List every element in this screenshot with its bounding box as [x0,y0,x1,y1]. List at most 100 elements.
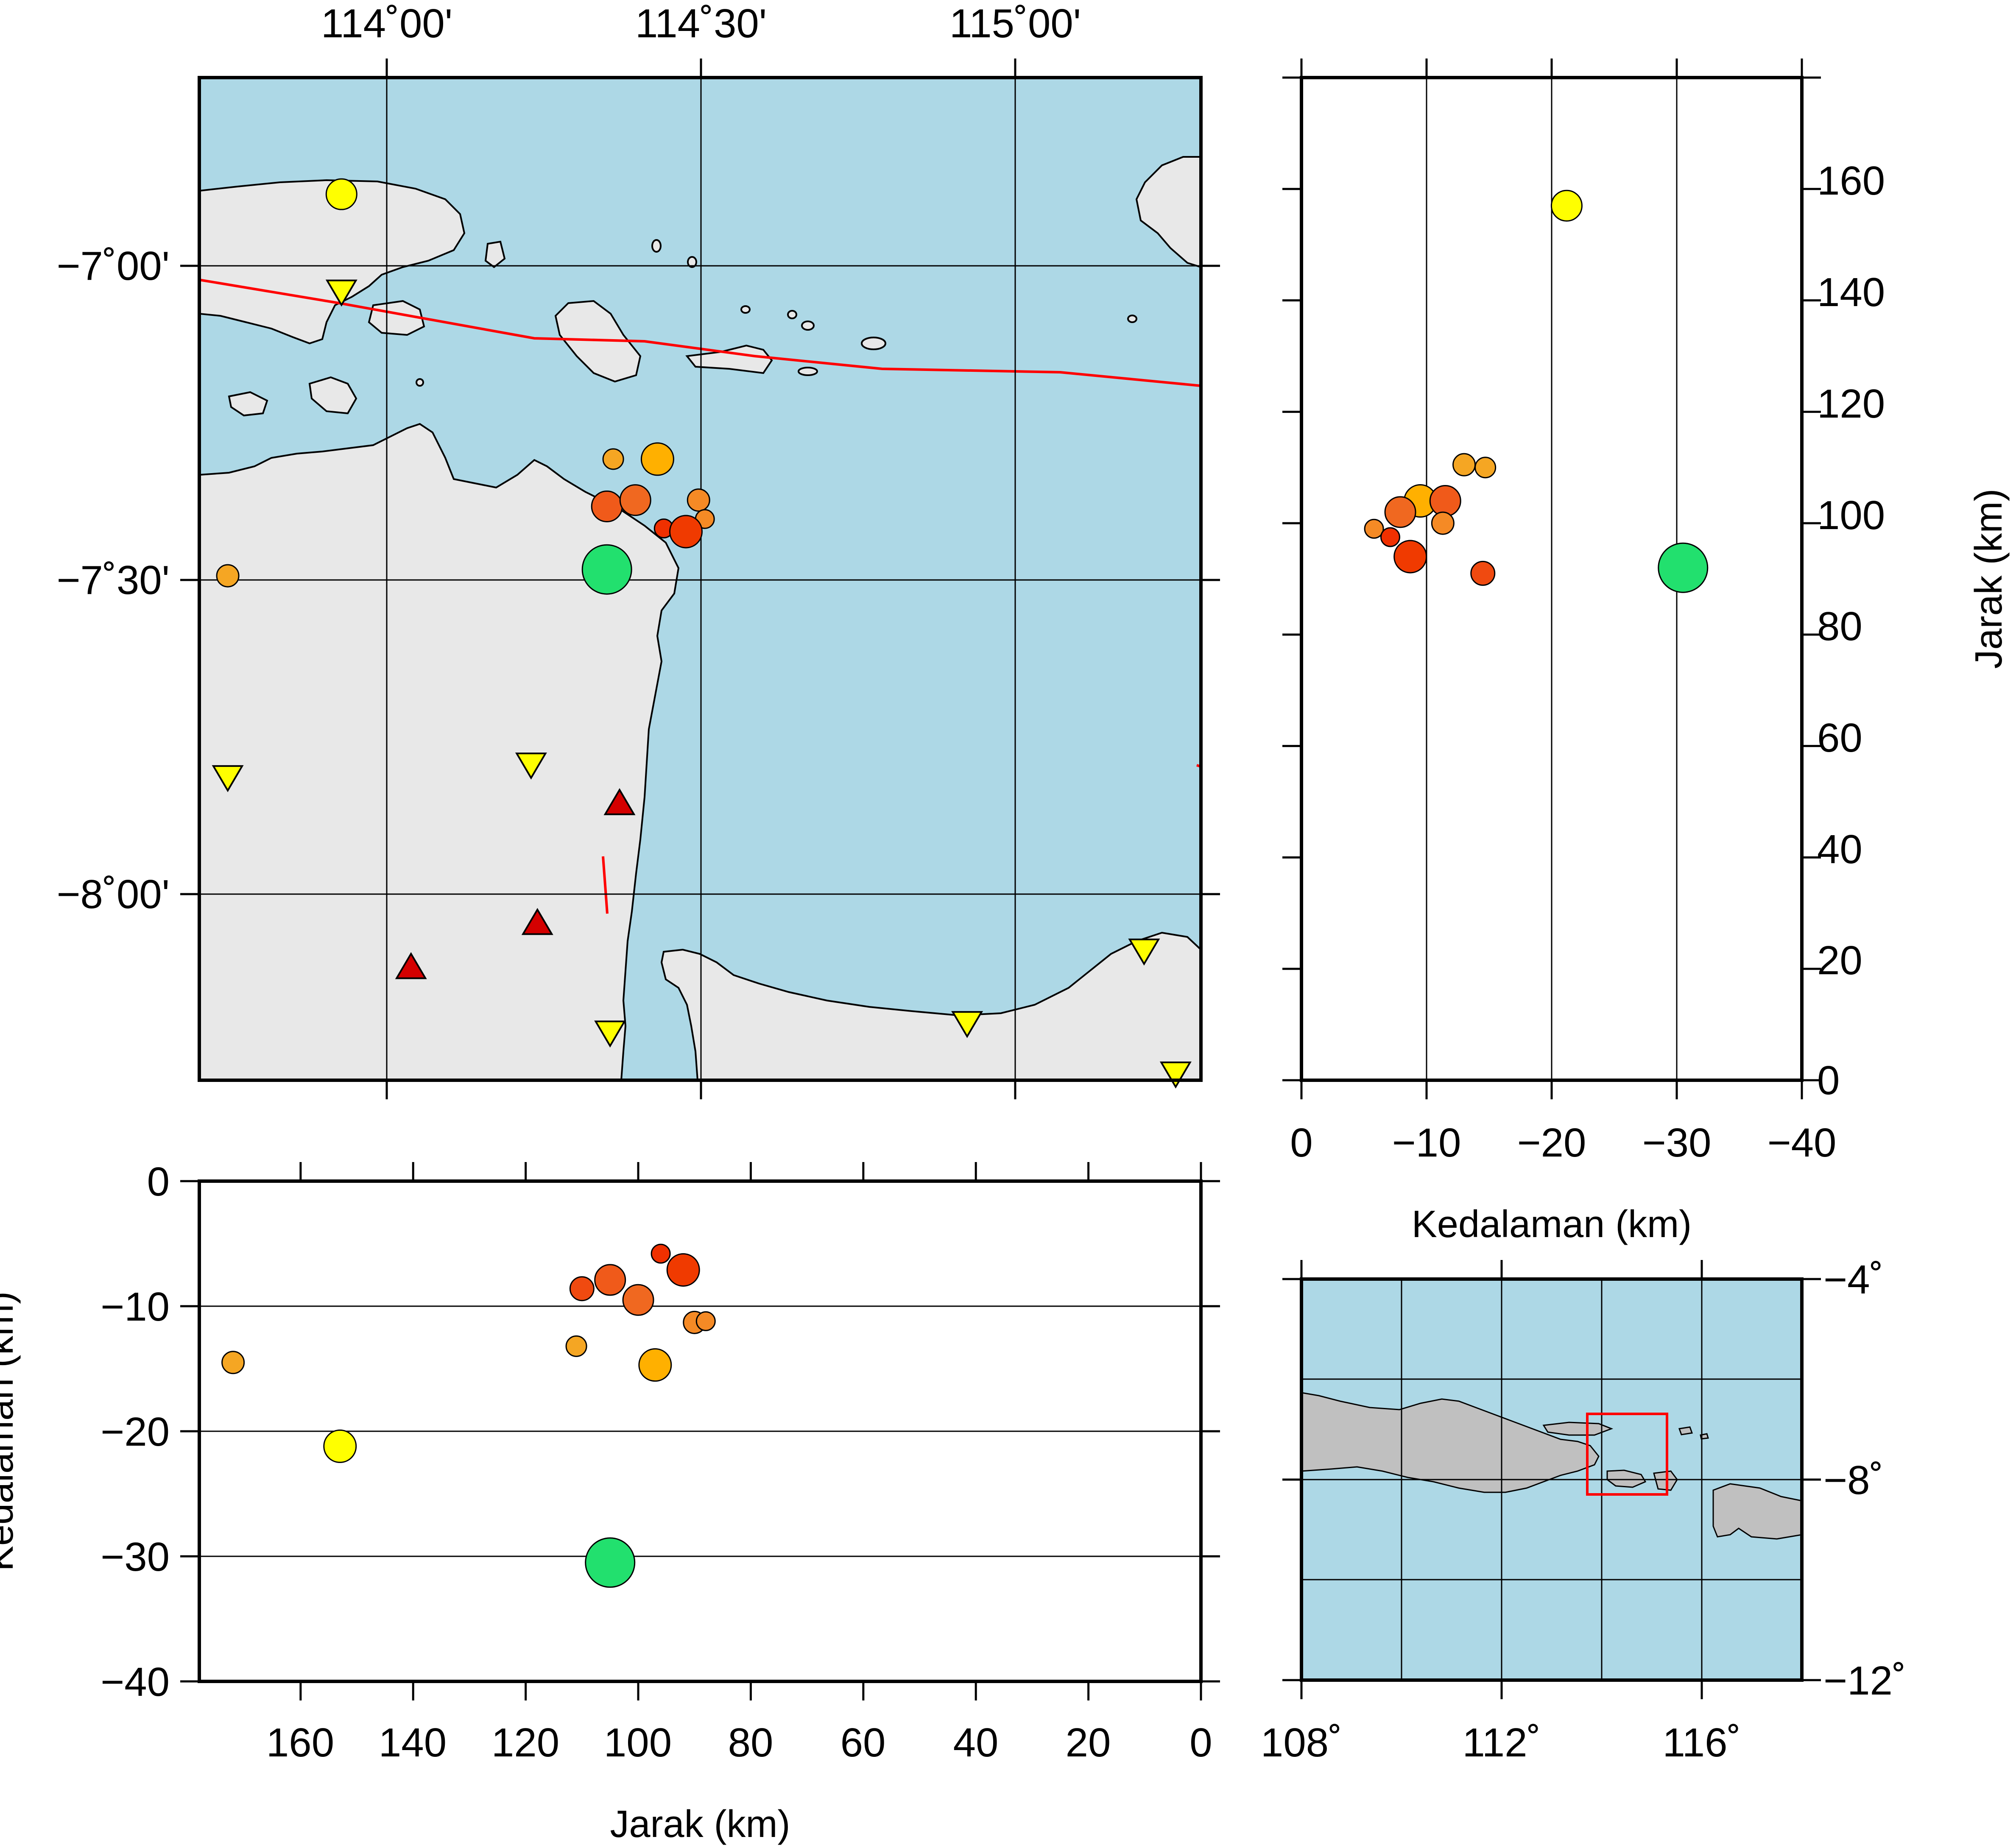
land-islet-8 [1127,315,1137,323]
land-bali [660,931,1202,1081]
land-small-isle-1 [368,300,425,336]
stations-layer [212,279,1192,1089]
overview-small-isles [1678,1426,1709,1440]
overview-lat-8: −8˚ [1823,1458,1883,1503]
hypocenter-lon-marker [565,1335,587,1357]
station-down-triangle [1159,1061,1192,1089]
hypocenter-lon-marker [585,1537,636,1588]
depth-label-0: 0 [1290,1120,1312,1165]
station-down-triangle [951,1011,983,1038]
land-islet-5 [801,321,815,331]
hypocenter-lon-marker [638,1348,672,1382]
hypocenter-lat-marker [1550,190,1583,222]
hypocenter-lon-marker [666,1253,700,1287]
depth-label-40: −40 [1767,1120,1837,1165]
land-isle-sw [308,376,357,415]
hypocenter-lat-marker [1380,527,1400,547]
cross-lat-ticks [1282,59,1821,1099]
dist-label-120: 120 [491,1720,559,1765]
station-down-triangle [594,1020,626,1048]
hypocenter-lon-marker [695,1311,716,1331]
land-islet-6 [861,337,886,350]
cross-lat-events [1364,190,1709,593]
hypocenter-lon-marker [651,1243,671,1264]
land-islet-2 [687,256,697,268]
epicenter-marker [669,515,703,549]
depth-label-20: −20 [101,1409,170,1455]
overview-lon-116: 116˚ [1662,1720,1741,1765]
dist-label-20: 20 [1066,1720,1111,1765]
hypocenter-lat-marker [1470,560,1496,586]
land-isle-east [685,344,773,374]
overview-lon-112: 112˚ [1462,1720,1541,1765]
main-map-ticks [180,59,1220,1099]
depth-label-10: −10 [1392,1120,1461,1165]
overview-ticks [1282,1260,1821,1699]
hypocenter-lat-marker [1364,518,1384,539]
hypocenter-lat-marker [1384,496,1416,528]
land-bali-ne [1135,156,1202,268]
dist-label-140: 140 [1817,270,1885,315]
lon-label-2: 114˚30' [635,1,767,46]
lat-label-3: −8˚00' [56,872,170,917]
overview-study-area-box [1586,1413,1668,1496]
lat-label-2: −7˚30' [56,557,170,603]
cross-lat-ylabel: Jarak (km) [1968,489,2010,669]
dist-label-160: 160 [266,1720,334,1765]
hypocenter-lat-marker [1429,485,1461,517]
lon-label-3: 115˚00' [949,1,1081,46]
dist-label-40: 40 [1817,827,1862,872]
depth-label-0: 0 [147,1159,170,1204]
cross-section-lon: 0 −10 −20 −30 −40 160 140 120 100 80 60 … [0,1159,1220,1845]
fault-line-south [602,856,609,914]
station-down-triangle [515,753,547,780]
hypocenter-lon-marker [221,1351,245,1374]
land-isle-sw2 [228,391,268,417]
depth-label-20: −20 [1517,1120,1586,1165]
hypocenter-lat-marker [1474,457,1497,479]
map-events-layer [216,178,715,595]
overview-bali [1606,1469,1647,1488]
station-down-triangle [212,765,244,792]
cross-lon-ylabel: Kedalaman (km) [0,1291,21,1571]
dist-label-0: 0 [1189,1720,1212,1765]
epicenter-marker [591,490,623,522]
overview-lat-12: −12˚ [1823,1658,1906,1703]
dist-label-80: 80 [728,1720,773,1765]
dist-label-80: 80 [1817,604,1862,649]
overview-grid [1301,1279,1802,1680]
station-down-triangle [1128,938,1160,966]
hypocenter-lat-marker [1393,540,1427,574]
land-islet-3 [740,305,751,314]
cross-section-lat: 160 140 120 100 80 60 40 20 0 0 −10 −20 … [1282,59,2010,1246]
overview-lat-4: −4˚ [1823,1257,1883,1302]
land-islet-9 [416,378,424,387]
main-map-frame [198,76,1203,1082]
epicenter-marker [640,442,674,476]
dist-label-100: 100 [1817,493,1885,538]
land-java [198,423,680,1081]
epicenter-marker [687,488,710,512]
main-map: 114˚00' 114˚30' 115˚00' −7˚00' −7˚30' −8… [56,1,1220,1099]
dist-label-60: 60 [840,1720,886,1765]
station-up-triangle [603,788,636,815]
cross-lon-ticks [180,1162,1220,1700]
dist-label-20: 20 [1817,938,1862,983]
epicenter-marker [216,564,240,588]
hypocenter-lat-marker [1452,453,1476,477]
overview-java [1301,1392,1600,1493]
dist-label-40: 40 [953,1720,999,1765]
dist-label-160: 160 [1817,158,1885,203]
land-islet-7 [798,367,818,376]
fault-line-north [199,279,1201,387]
land-madura-west [198,179,466,345]
hypocenter-lon-marker [622,1284,654,1316]
land-islet-4 [787,310,797,319]
dist-label-140: 140 [379,1720,447,1765]
dist-label-120: 120 [1817,381,1885,426]
overview-sumbawa [1712,1483,1803,1540]
hypocenter-lon-marker [569,1276,595,1302]
dist-label-60: 60 [1817,715,1862,761]
hypocenter-lon-marker [323,1429,357,1463]
